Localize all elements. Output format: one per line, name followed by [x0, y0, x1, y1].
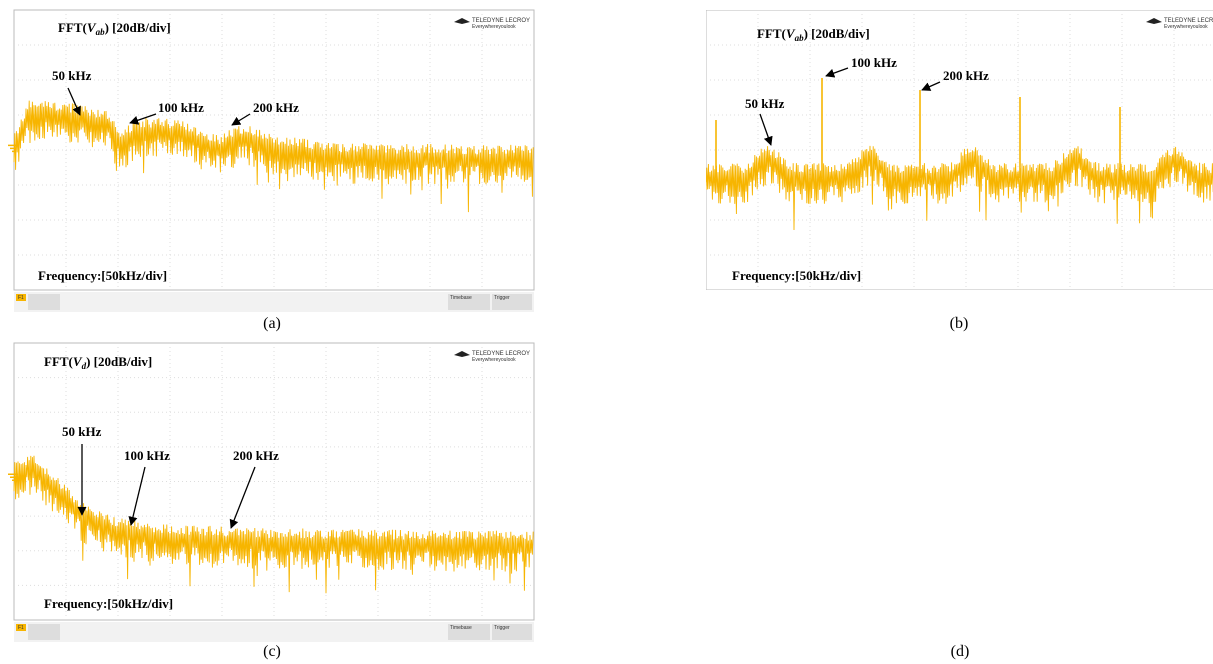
figure: TELEDYNE LECROYEverywhereyoulookFFT(Vab)… [0, 0, 1213, 664]
annotation: 200 kHz [943, 68, 989, 83]
panel-caption: (c) [263, 643, 281, 660]
trigger-label: Trigger [1186, 625, 1202, 631]
annotation: 200 kHz [925, 444, 971, 459]
title-prefix: FFT( [58, 20, 87, 35]
channel-badge [708, 294, 718, 301]
trigger-label: Trigger [494, 625, 510, 631]
ground-marker [700, 423, 710, 429]
x-label: Frequency:[50kHz/div] [732, 268, 861, 283]
title-suffix: ) [20dB/div] [804, 26, 870, 41]
annotation-arrow [766, 462, 773, 493]
scope-panel: TELEDYNE LECROYEverywhereyoulookFFT(Vab)… [8, 10, 534, 332]
title-prefix: FFT( [44, 354, 73, 369]
channel-info [28, 624, 60, 640]
spectrum-trace [706, 373, 1213, 592]
brand-tagline: Everywhereyoulook [472, 24, 516, 30]
title-suffix: ) [20dB/div] [86, 354, 152, 369]
panel-title: FFT(Vab) [20dB/div] [58, 20, 171, 37]
channel-label: F1 [18, 295, 24, 301]
timebase-box [1140, 624, 1182, 640]
trigger-box [1184, 624, 1213, 640]
title-suffix: ) [20dB/div] [805, 356, 871, 371]
brand-name: TELEDYNE LECROY [1164, 351, 1213, 357]
x-label: Frequency:[50kHz/div] [737, 596, 866, 611]
panel-title: FFT(Vd) [20dB/div] [763, 356, 871, 373]
scope-clip: TELEDYNE LECROYEverywhereyoulookFFT(Vab)… [700, 10, 1213, 312]
panel-caption: (d) [951, 643, 970, 660]
annotation: 50 kHz [52, 68, 92, 83]
channel-info [720, 624, 752, 640]
annotation: 200 kHz [253, 100, 299, 115]
title-var: V [792, 356, 802, 371]
channel-info [28, 294, 60, 310]
annotation: 100 kHz [124, 448, 170, 463]
trigger-box [1184, 294, 1213, 310]
brand-tagline: Everywhereyoulook [1164, 357, 1208, 363]
timebase-label: Timebase [450, 625, 472, 631]
trigger-label: Trigger [1186, 295, 1202, 301]
annotation: 100 kHz [158, 100, 204, 115]
page: {"panels": [ {"title": {"prefix": "FFT("… [0, 0, 1213, 664]
scope-screen [706, 343, 1213, 620]
annotation: 200 kHz [233, 448, 279, 463]
timebase-label: Timebase [450, 295, 472, 301]
title-suffix: ) [20dB/div] [105, 20, 171, 35]
annotation: 100 kHz [851, 55, 897, 70]
panel-title: FFT(Vd) [20dB/div] [44, 354, 152, 371]
scope-panel: TELEDYNE LECROYEverywhereyoulookFFT(Vd) … [8, 343, 534, 660]
annotation-arrow [924, 462, 945, 510]
timebase-label: Timebase [1142, 295, 1164, 301]
channel-label: F1 [18, 625, 24, 631]
channel-label: F1 [710, 625, 716, 631]
brand-logo [1146, 351, 1162, 357]
scope-panel: TELEDYNE LECROYEverywhereyoulookFFT(Vab)… [700, 10, 1213, 332]
brand-tagline: Everywhereyoulook [1164, 24, 1208, 30]
timebase-label: Timebase [1142, 625, 1164, 631]
brand-tagline: Everywhereyoulook [472, 357, 516, 363]
annotation: 50 kHz [745, 96, 785, 111]
status-bar [706, 622, 1213, 642]
panel-title: FFT(Vab) [20dB/div] [757, 26, 870, 43]
title-prefix: FFT( [763, 356, 792, 371]
annotation: 50 kHz [750, 444, 790, 459]
x-label: Frequency:[50kHz/div] [44, 596, 173, 611]
channel-label: F1 [710, 295, 716, 301]
panel-caption: (b) [950, 315, 969, 332]
x-label: Frequency:[50kHz/div] [38, 268, 167, 283]
panel-caption: (a) [263, 315, 281, 332]
annotation: 100 kHz [818, 426, 864, 441]
channel-info [720, 294, 752, 310]
title-prefix: FFT( [757, 26, 786, 41]
title-sub: d [801, 363, 806, 373]
annotation: 50 kHz [62, 424, 102, 439]
trigger-label: Trigger [494, 295, 510, 301]
scope-panel: TELEDYNE LECROYEverywhereyoulook FFT(Vd) … [700, 343, 1213, 660]
annotation-arrow [825, 444, 830, 486]
status-bar [706, 292, 1213, 312]
timebase-box [1140, 294, 1182, 310]
channel-badge [708, 624, 718, 631]
